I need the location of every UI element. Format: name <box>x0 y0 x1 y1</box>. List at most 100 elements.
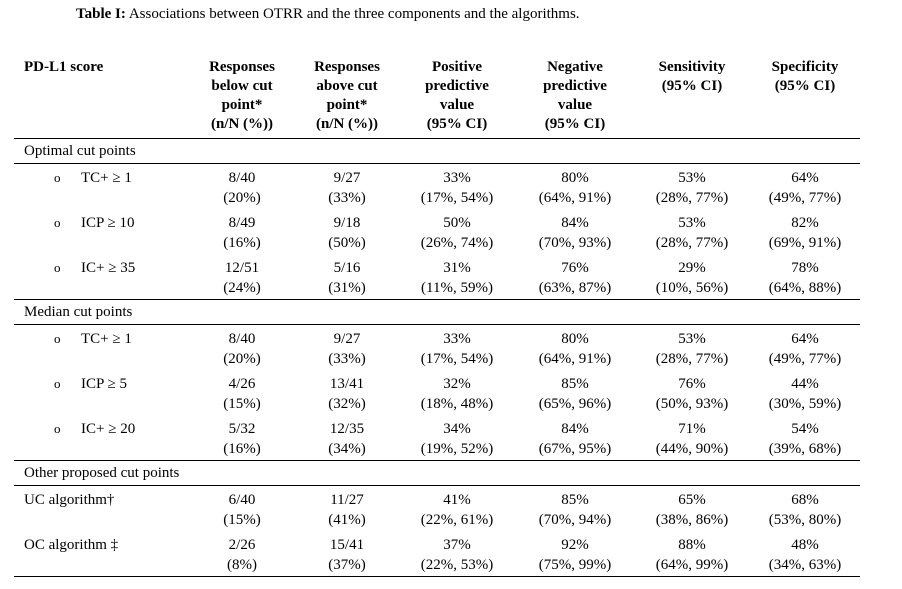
cell-line: (69%, 91%) <box>768 235 842 251</box>
cell-line: (15%) <box>223 396 261 412</box>
column-header-line: value <box>557 97 593 113</box>
table-cell: 64% (49%, 77%) <box>750 329 860 370</box>
bullet-icon: o <box>54 260 61 275</box>
column-header-line: predictive <box>425 78 489 94</box>
cell-line: (64%, 88%) <box>768 280 842 296</box>
cell-line: (16%) <box>223 235 261 251</box>
cell-line: (19%, 52%) <box>420 441 494 457</box>
column-header-line: (95% CI) <box>544 116 606 132</box>
column-header-line: point* <box>326 97 368 113</box>
table-cell: 9/27 (33%) <box>296 329 398 370</box>
cell-line: 15/41 <box>329 537 365 553</box>
cell-line: (16%) <box>223 441 261 457</box>
row-label: OC algorithm ‡ <box>14 535 188 576</box>
cell-line: 44% <box>791 376 819 392</box>
cell-line: 50% <box>443 215 471 231</box>
cell-line: (64%, 91%) <box>538 351 612 367</box>
table-cell: 32% (18%, 48%) <box>398 374 516 415</box>
row-label: o ICP ≥ 10 <box>14 213 188 254</box>
cell-line: 84% <box>561 421 589 437</box>
table-cell: 76% (63%, 87%) <box>516 258 634 299</box>
cell-line: 82% <box>791 215 819 231</box>
cell-line: (50%) <box>328 235 366 251</box>
table-cell: 2/26 (8%) <box>188 535 296 576</box>
column-header-line: value <box>439 97 475 113</box>
cell-line: 4/26 <box>228 376 256 392</box>
cell-line: (33%) <box>328 190 366 206</box>
cell-line: 29% <box>678 260 706 276</box>
bullet-icon: o <box>54 331 61 346</box>
table-cell: 85% (70%, 94%) <box>516 490 634 531</box>
column-header-line: PD-L1 score <box>24 59 104 75</box>
table-cell: 44% (30%, 59%) <box>750 374 860 415</box>
table-cell: 65% (38%, 86%) <box>634 490 750 531</box>
cell-line: (28%, 77%) <box>655 351 729 367</box>
cell-line: (70%, 94%) <box>538 512 612 528</box>
table-cell: 80% (64%, 91%) <box>516 168 634 209</box>
cell-line: 53% <box>678 331 706 347</box>
row-label-text: ICP ≥ 10 <box>81 215 135 231</box>
row-label-text: TC+ ≥ 1 <box>81 170 132 186</box>
table-row: o IC+ ≥ 20 5/32 (16%) 12/35 (34%) 34% (19%, 52%… <box>14 415 860 460</box>
results-table: PD-L1 score Responses below cut point* (n/N … <box>14 58 860 577</box>
divider <box>14 299 860 300</box>
table-cell: 53% (28%, 77%) <box>634 213 750 254</box>
row-label: o ICP ≥ 5 <box>14 374 188 415</box>
cell-line: 41% <box>443 492 471 508</box>
cell-line: (28%, 77%) <box>655 235 729 251</box>
cell-line: (70%, 93%) <box>538 235 612 251</box>
table-cell: 82% (69%, 91%) <box>750 213 860 254</box>
table-cell: 8/40 (20%) <box>188 329 296 370</box>
cell-line: 5/32 <box>228 421 256 437</box>
cell-line: 54% <box>791 421 819 437</box>
table-cell: 64% (49%, 77%) <box>750 168 860 209</box>
cell-line: 2/26 <box>228 537 256 553</box>
table-cell: 41% (22%, 61%) <box>398 490 516 531</box>
cell-line: 8/40 <box>228 170 256 186</box>
section-title: Median cut points <box>24 304 133 320</box>
cell-line: 8/40 <box>228 331 256 347</box>
table-cell: 92% (75%, 99%) <box>516 535 634 576</box>
cell-line: (49%, 77%) <box>768 351 842 367</box>
table-row: o ICP ≥ 5 4/26 (15%) 13/41 (32%) 32% (18%, 48%)… <box>14 370 860 415</box>
table-row: o ICP ≥ 10 8/49 (16%) 9/18 (50%) 50% (26%, 74%)… <box>14 209 860 254</box>
table-cell: 54% (39%, 68%) <box>750 419 860 460</box>
table-cell: 12/35 (34%) <box>296 419 398 460</box>
row-label-text: OC algorithm ‡ <box>24 537 119 553</box>
table-cell: 6/40 (15%) <box>188 490 296 531</box>
column-header-line: above cut <box>316 78 378 94</box>
cell-line: 9/27 <box>333 331 361 347</box>
table-cell: 12/51 (24%) <box>188 258 296 299</box>
cell-line: 33% <box>443 170 471 186</box>
column-header-line: Responses <box>209 59 275 75</box>
table-row: o IC+ ≥ 35 12/51 (24%) 5/16 (31%) 31% (11%, 59%… <box>14 254 860 299</box>
row-label: UC algorithm† <box>14 490 188 531</box>
table-cell: 80% (64%, 91%) <box>516 329 634 370</box>
cell-line: (41%) <box>328 512 366 528</box>
bullet-icon: o <box>54 170 61 185</box>
cell-line: 71% <box>678 421 706 437</box>
table-cell: 78% (64%, 88%) <box>750 258 860 299</box>
caption-prefix: Table I: <box>76 6 126 22</box>
table-cell: 31% (11%, 59%) <box>398 258 516 299</box>
table-cell: 84% (67%, 95%) <box>516 419 634 460</box>
table-cell: 84% (70%, 93%) <box>516 213 634 254</box>
table-cell: 88% (64%, 99%) <box>634 535 750 576</box>
cell-line: (34%) <box>328 441 366 457</box>
row-label-text: IC+ ≥ 20 <box>81 421 136 437</box>
column-header-line: (95% CI) <box>426 116 488 132</box>
cell-line: (64%, 91%) <box>538 190 612 206</box>
cell-line: 31% <box>443 260 471 276</box>
cell-line: (26%, 74%) <box>420 235 494 251</box>
cell-line: 34% <box>443 421 471 437</box>
table-row: UC algorithm† 6/40 (15%) 11/27 (41%) 41% (22%,… <box>14 486 860 531</box>
cell-line: 80% <box>561 331 589 347</box>
cell-line: 12/51 <box>224 260 260 276</box>
bullet-icon: o <box>54 421 61 436</box>
row-label-text: IC+ ≥ 35 <box>81 260 136 276</box>
column-header-line: (95% CI) <box>661 78 723 94</box>
column-header: Responses above cut point* (n/N (%)) <box>296 58 398 138</box>
cell-line: 85% <box>561 492 589 508</box>
cell-line: 8/49 <box>228 215 256 231</box>
divider <box>14 576 860 577</box>
